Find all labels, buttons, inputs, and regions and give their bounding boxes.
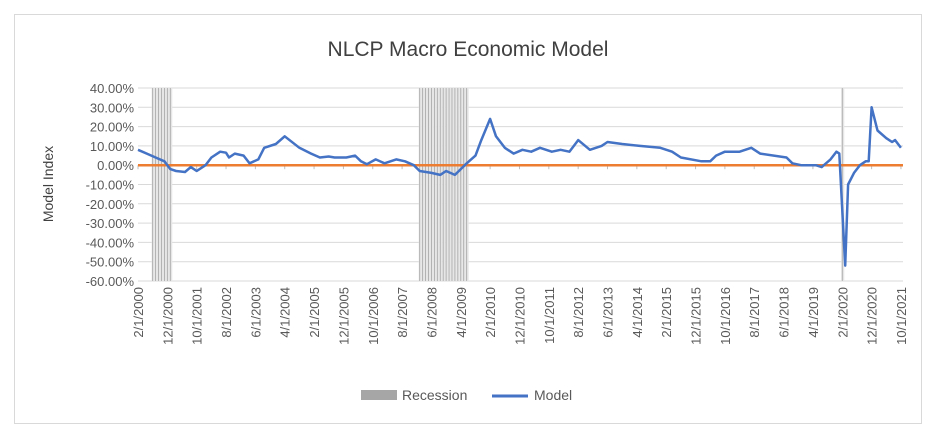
recession-band <box>427 88 431 281</box>
x-tick-label: 12/1/2000 <box>160 287 175 345</box>
x-tick-label: 12/1/2005 <box>336 287 351 345</box>
x-tick-label: 6/1/2008 <box>424 287 439 338</box>
recession-band <box>154 88 158 281</box>
legend-recession-swatch <box>361 390 397 400</box>
x-tick-label: 8/1/2007 <box>395 287 410 338</box>
x-tick-label: 10/1/2021 <box>894 287 909 345</box>
x-tick-label: 6/1/2018 <box>777 287 792 338</box>
recession-band <box>442 88 446 281</box>
x-tick-label: 8/1/2012 <box>571 287 586 338</box>
x-tick-label: 6/1/2013 <box>601 287 616 338</box>
x-tick-label: 12/1/2010 <box>512 287 527 345</box>
y-tick-label: -50.00% <box>86 255 135 270</box>
x-tick-label: 4/1/2014 <box>630 287 645 338</box>
x-tick-label: 8/1/2002 <box>219 287 234 338</box>
x-tick-label: 10/1/2001 <box>190 287 205 345</box>
recession-band <box>439 88 443 281</box>
recession-band <box>448 88 452 281</box>
legend: Recession Model <box>361 387 572 403</box>
recession-band <box>465 88 469 281</box>
x-tick-label: 6/1/2003 <box>248 287 263 338</box>
legend-model-label: Model <box>534 387 572 403</box>
recession-band <box>459 88 463 281</box>
recession-band <box>424 88 428 281</box>
x-tick-label: 2/1/2020 <box>835 287 850 338</box>
x-tick-label: 12/1/2015 <box>689 287 704 345</box>
recession-band <box>430 88 434 281</box>
x-tick-label: 8/1/2017 <box>747 287 762 338</box>
recession-band <box>450 88 454 281</box>
recession-band <box>157 88 161 281</box>
x-tick-label: 2/1/2000 <box>131 287 146 338</box>
y-tick-label: -40.00% <box>86 235 135 250</box>
y-tick-label: -30.00% <box>86 216 135 231</box>
recession-band <box>163 88 167 281</box>
recession-band <box>436 88 440 281</box>
recession-band <box>433 88 437 281</box>
x-tick-label: 12/1/2020 <box>865 287 880 345</box>
x-tick-label: 10/1/2016 <box>718 287 733 345</box>
recession-band <box>456 88 460 281</box>
chart-title: NLCP Macro Economic Model <box>328 38 609 61</box>
model-series-line <box>137 106 902 267</box>
x-tick-label: 2/1/2010 <box>483 287 498 338</box>
recession-band <box>418 88 422 281</box>
x-tick-label: 4/1/2019 <box>806 287 821 338</box>
y-tick-label: 20.00% <box>90 120 135 135</box>
recession-band <box>453 88 457 281</box>
y-tick-label: 10.00% <box>90 139 135 154</box>
x-tick-label: 10/1/2006 <box>366 287 381 345</box>
recession-band <box>445 88 449 281</box>
x-tick-label: 4/1/2009 <box>454 287 469 338</box>
y-tick-label: -20.00% <box>86 197 135 212</box>
x-tick-label: 10/1/2011 <box>542 287 557 344</box>
recession-band <box>160 88 164 281</box>
recession-band <box>421 88 425 281</box>
x-tick-label: 2/1/2015 <box>659 287 674 338</box>
x-tick-label: 4/1/2004 <box>278 287 293 338</box>
y-axis-title: Model Index <box>40 146 56 222</box>
y-tick-label: -60.00% <box>86 274 135 289</box>
recession-band <box>841 88 845 281</box>
recession-band <box>166 88 170 281</box>
recession-band <box>151 88 155 281</box>
y-tick-label: -10.00% <box>86 178 135 193</box>
recession-band <box>462 88 466 281</box>
recession-band <box>169 88 173 281</box>
y-tick-label: 40.00% <box>90 81 135 96</box>
y-tick-label: 0.00% <box>97 158 134 173</box>
legend-recession-label: Recession <box>402 387 467 403</box>
y-tick-label: 30.00% <box>90 100 135 115</box>
x-tick-label: 2/1/2005 <box>307 287 322 338</box>
